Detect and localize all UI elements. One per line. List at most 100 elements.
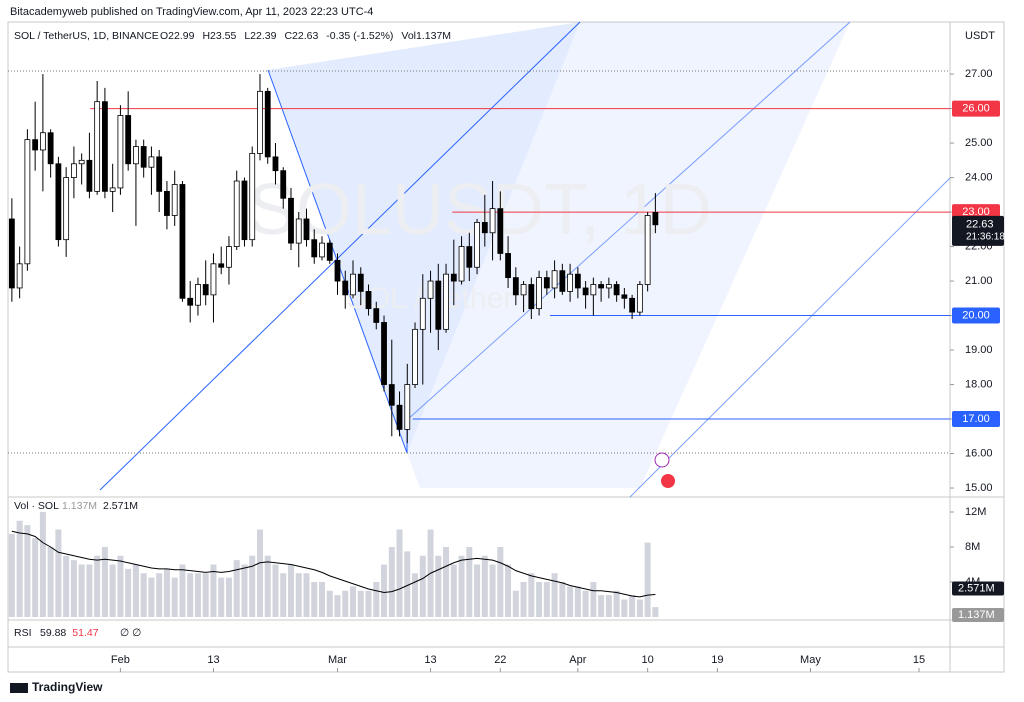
candle-body xyxy=(156,156,163,192)
volume-bar xyxy=(109,564,116,617)
candle-body xyxy=(241,180,248,241)
candle-body xyxy=(303,218,310,241)
frame xyxy=(7,21,1005,673)
level-label: 26.00 xyxy=(962,102,990,114)
event-icon xyxy=(654,452,670,468)
last-price: 22.63 xyxy=(966,219,994,231)
candle-body xyxy=(528,284,535,310)
candle-body xyxy=(71,163,77,178)
candle-body xyxy=(63,177,70,241)
volume-bar xyxy=(249,555,256,617)
volume-bar xyxy=(350,586,357,617)
volume-bar xyxy=(443,547,450,617)
volume-bar xyxy=(621,599,628,617)
candle-body xyxy=(140,146,147,168)
legend-value: L22.39 xyxy=(244,30,276,42)
candle-body xyxy=(264,90,271,158)
brand-logo xyxy=(10,683,28,693)
candle-body xyxy=(218,263,225,268)
symbol: SOL / TetherUS, 1D, BINANCE xyxy=(14,30,159,42)
volume-bar xyxy=(39,512,46,617)
candle-body xyxy=(427,280,434,299)
candle-body xyxy=(117,115,124,189)
vol-tick-label: 12M xyxy=(965,506,986,518)
candle-body xyxy=(187,297,194,306)
level-label-bg xyxy=(952,307,1000,324)
volume-bar xyxy=(287,564,294,617)
vol-last-label: 2.571M xyxy=(958,582,995,594)
vol-legend-value: 1.137M xyxy=(62,500,97,512)
candle-body xyxy=(342,280,349,296)
candle-body xyxy=(86,159,93,192)
volume-bar xyxy=(319,582,325,617)
candle-body xyxy=(505,253,511,279)
volume-bar xyxy=(225,577,232,617)
volume-bar xyxy=(636,599,643,617)
volume-bar xyxy=(8,533,15,617)
volume-bar xyxy=(47,547,54,617)
rsi-value: 51.47 xyxy=(72,627,98,639)
volume-bar xyxy=(388,547,395,617)
volume-bar xyxy=(497,547,504,617)
watermark-symbol: SOLUSDT, 1D xyxy=(248,170,712,250)
x-tick-label: May xyxy=(800,654,821,666)
volume-bar xyxy=(528,573,535,617)
volume-bar xyxy=(256,529,263,617)
vol-legend-value: 2.571M xyxy=(103,500,138,512)
volume-bar xyxy=(264,555,271,617)
candle-body xyxy=(481,222,488,234)
level-label-bg xyxy=(952,100,1000,117)
volume-bar xyxy=(435,555,442,617)
candle-body xyxy=(272,156,279,172)
candle-body xyxy=(644,215,651,285)
volume-bar xyxy=(357,590,364,617)
vol-legend: Vol · SOL xyxy=(14,500,59,512)
volume-bar xyxy=(381,564,388,617)
candle-body xyxy=(288,197,294,244)
volume-bar xyxy=(179,564,186,617)
volume-bar xyxy=(590,582,597,617)
candle-body xyxy=(249,153,256,241)
published: Bitacademyweb published on TradingView.c… xyxy=(10,6,373,18)
volume-bar xyxy=(78,564,85,617)
candle-body xyxy=(148,156,155,168)
x-tick-label: 15 xyxy=(913,654,925,666)
candle-body xyxy=(24,139,31,265)
candle-body xyxy=(32,139,39,151)
rsi-extra: ∅ ∅ xyxy=(120,627,141,639)
volume-bar xyxy=(505,564,512,617)
volume-bar xyxy=(140,573,147,617)
candle-body xyxy=(109,187,116,192)
candle-body xyxy=(435,280,442,330)
y-tick-label: 19.00 xyxy=(965,344,993,356)
candle-body xyxy=(365,291,372,310)
volume-bar xyxy=(598,595,605,617)
candle-body xyxy=(458,246,465,282)
candle-body xyxy=(47,132,54,165)
volume-bar xyxy=(194,573,201,617)
volume-bar xyxy=(629,595,636,617)
volume-bar xyxy=(334,595,341,617)
volume-bar xyxy=(574,586,581,617)
candle-body xyxy=(574,273,581,289)
volume-bar xyxy=(466,547,473,617)
candle-body xyxy=(125,115,132,165)
candle-body xyxy=(133,146,139,165)
candle-body xyxy=(497,208,504,254)
volume-bar xyxy=(326,590,333,617)
level-label-bg xyxy=(952,411,1000,428)
volume-bar xyxy=(210,564,217,617)
volume-bar xyxy=(613,590,620,617)
candle-body xyxy=(466,246,473,268)
volume-bar xyxy=(94,555,101,617)
x-tick-label: Apr xyxy=(569,654,586,666)
volume-bar xyxy=(295,573,302,617)
volume-bar xyxy=(543,582,550,617)
y-tick-label: 25.00 xyxy=(965,137,993,149)
level-label: 17.00 xyxy=(962,413,990,425)
volume-bar xyxy=(450,564,457,617)
volume-bar xyxy=(187,573,194,617)
x-tick-label: 19 xyxy=(711,654,723,666)
candle-body xyxy=(536,277,542,310)
